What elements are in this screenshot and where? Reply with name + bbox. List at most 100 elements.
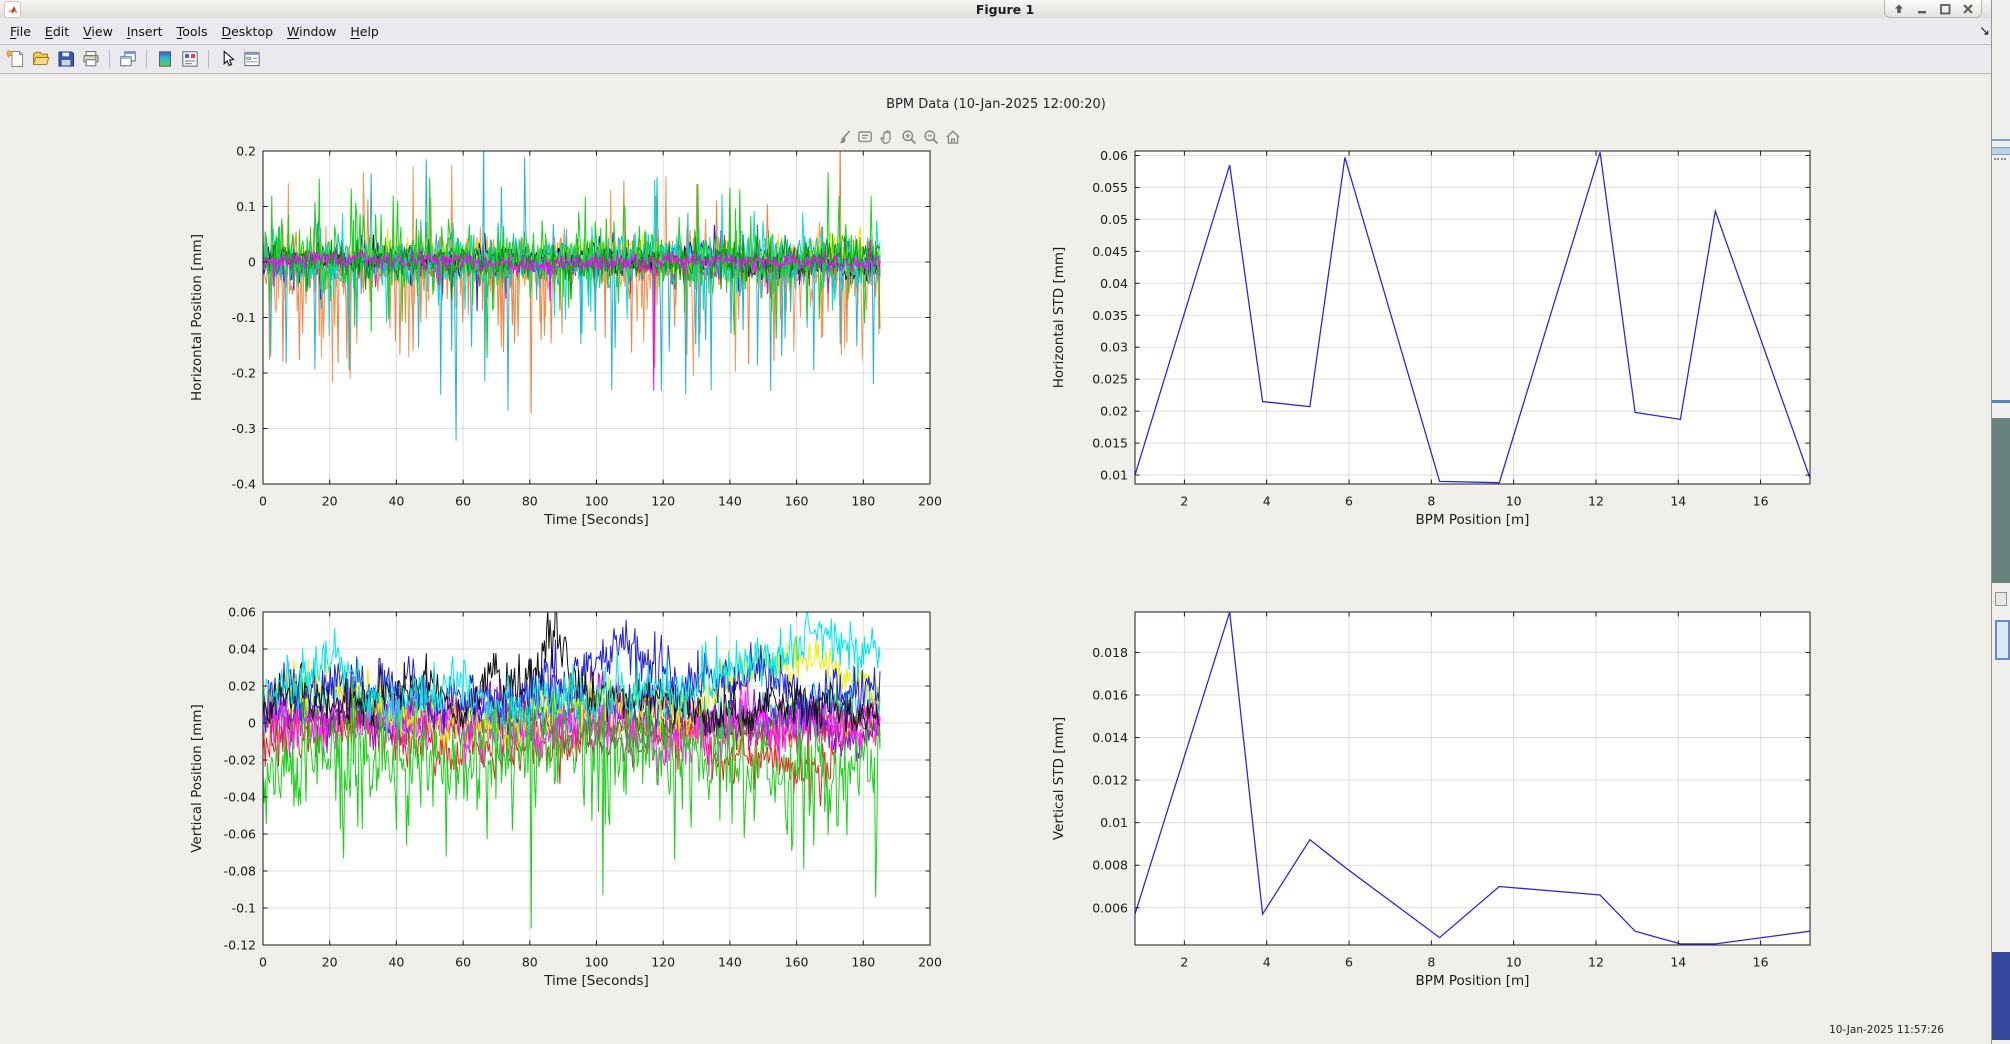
- y-tick-label: 0.025: [1092, 372, 1128, 387]
- x-tick-label: 4: [1263, 955, 1271, 970]
- x-tick-label: 180: [851, 955, 875, 970]
- y-tick-label: 0.014: [1092, 730, 1128, 745]
- x-tick-label: 20: [322, 494, 338, 509]
- menu-item-desktop[interactable]: Desktop: [214, 21, 280, 42]
- vertical-std-ylabel: Vertical STD [mm]: [1051, 717, 1067, 840]
- window-dock-figure-button[interactable]: [1891, 2, 1906, 15]
- axes-toolbar-zoom-out-icon[interactable]: [921, 127, 940, 146]
- y-tick-label: -0.04: [224, 790, 256, 805]
- y-tick-label: 0.01: [1100, 468, 1128, 483]
- horizontal-std-xlabel: BPM Position [m]: [1416, 512, 1530, 528]
- horizontal-position-xlabel: Time [Seconds]: [543, 512, 649, 528]
- x-tick-label: 200: [918, 955, 942, 970]
- y-tick-label: -0.08: [224, 864, 256, 879]
- axes-toolbar-zoom-in-icon[interactable]: [899, 127, 918, 146]
- x-tick-label: 4: [1263, 494, 1271, 509]
- y-tick-label: 0.045: [1092, 244, 1128, 259]
- x-tick-label: 120: [651, 955, 675, 970]
- background-window-fragment: [1995, 620, 2010, 660]
- menu-item-file[interactable]: File: [3, 21, 38, 42]
- y-tick-label: 0.015: [1092, 436, 1128, 451]
- y-tick-label: -0.1: [232, 310, 256, 325]
- y-tick-label: 0.055: [1092, 180, 1128, 195]
- toolbar-separator: [109, 50, 110, 68]
- x-tick-label: 16: [1753, 494, 1769, 509]
- vertical-position-xlabel: Time [Seconds]: [543, 973, 649, 989]
- vertical-position-ylabel: Vertical Position [mm]: [189, 704, 205, 853]
- axes-toolbar: [833, 127, 962, 146]
- y-tick-label: 0.006: [1092, 900, 1128, 915]
- y-tick-label: 0.2: [236, 144, 256, 159]
- axes-toolbar-restore-view-icon[interactable]: [943, 127, 962, 146]
- figure-canvas: BPM Data (10-Jan-2025 12:00:20) 02040608…: [0, 75, 1992, 1044]
- window-maximize-button[interactable]: [1937, 2, 1952, 15]
- y-tick-label: 0.1: [236, 199, 256, 214]
- y-tick-label: 0.05: [1100, 212, 1128, 227]
- y-tick-label: 0.018: [1092, 645, 1128, 660]
- toolbar-plot-browser-button[interactable]: [241, 48, 263, 70]
- x-tick-label: 160: [785, 494, 809, 509]
- vertical-std-xlabel: BPM Position [m]: [1416, 973, 1530, 989]
- background-window-fragment: [1992, 400, 2010, 403]
- toolbar-print-figure-button[interactable]: [80, 48, 102, 70]
- menu-item-view[interactable]: View: [76, 21, 120, 42]
- y-tick-label: 0.04: [228, 642, 256, 657]
- y-tick-label: 0.035: [1092, 308, 1128, 323]
- axes-toolbar-pan-icon[interactable]: [877, 127, 896, 146]
- horizontal-position-ylabel: Horizontal Position [mm]: [189, 234, 205, 401]
- x-tick-label: 60: [455, 494, 471, 509]
- x-tick-label: 16: [1753, 955, 1769, 970]
- menu-item-insert[interactable]: Insert: [120, 21, 170, 42]
- status-timestamp: 10-Jan-2025 11:57:26: [1829, 1024, 1944, 1036]
- axes-toolbar-datatip-icon[interactable]: [855, 127, 874, 146]
- y-tick-label: 0.02: [228, 679, 256, 694]
- y-tick-label: -0.1: [232, 901, 256, 916]
- title-bar[interactable]: Figure 1: [0, 0, 2010, 19]
- x-tick-label: 10: [1506, 955, 1522, 970]
- x-tick-label: 100: [585, 494, 609, 509]
- toolbar-duplicate-figure-button[interactable]: [117, 48, 139, 70]
- y-tick-label: 0.02: [1100, 404, 1128, 419]
- toolbar-property-editor-button[interactable]: [179, 48, 201, 70]
- x-tick-label: 20: [322, 955, 338, 970]
- x-tick-label: 14: [1670, 955, 1686, 970]
- y-tick-label: 0.06: [1100, 148, 1128, 163]
- menu-item-help[interactable]: Help: [343, 21, 386, 42]
- x-tick-label: 8: [1427, 955, 1435, 970]
- axes-toolbar-brush-icon[interactable]: [833, 127, 852, 146]
- y-tick-label: 0.04: [1100, 276, 1128, 291]
- background-window-edge: [1991, 0, 2010, 1044]
- window-close-button[interactable]: [1960, 2, 1975, 15]
- chart-vertical-std: 2468101214160.0060.0080.010.0120.0140.01…: [1030, 600, 1840, 1015]
- window-minimize-button[interactable]: [1914, 2, 1929, 15]
- background-window-fragment: [1994, 158, 2006, 160]
- horizontal-std-ylabel: Horizontal STD [mm]: [1051, 247, 1067, 389]
- x-tick-label: 100: [585, 955, 609, 970]
- chart-horizontal-position: 020406080100120140160180200-0.4-0.3-0.2-…: [165, 139, 960, 554]
- background-window-fragment: [1992, 418, 2010, 583]
- chart-horizontal-std: 2468101214160.010.0150.020.0250.030.0350…: [1030, 139, 1840, 554]
- y-tick-label: 0.016: [1092, 687, 1128, 702]
- toolbar-edit-plot-button[interactable]: [216, 48, 238, 70]
- menu-item-window[interactable]: Window: [280, 21, 343, 42]
- figure-toolbar: [0, 45, 2010, 73]
- figure-window: Figure 1 FileEditViewInsertToolsDesktopW…: [0, 0, 2010, 1044]
- x-tick-label: 2: [1180, 955, 1188, 970]
- chart-vertical-position: 020406080100120140160180200-0.12-0.1-0.0…: [165, 600, 960, 1015]
- y-tick-label: 0.012: [1092, 773, 1128, 788]
- x-tick-label: 140: [718, 955, 742, 970]
- background-window-fragment: [1995, 592, 2007, 606]
- background-window-fragment: [1992, 147, 2010, 155]
- x-tick-label: 180: [851, 494, 875, 509]
- toolbar-new-figure-button[interactable]: [5, 48, 27, 70]
- menu-item-tools[interactable]: Tools: [170, 21, 215, 42]
- toolbar-separator: [208, 50, 209, 68]
- x-tick-label: 12: [1588, 494, 1604, 509]
- y-tick-label: 0.03: [1100, 340, 1128, 355]
- dock-corner-arrow-icon[interactable]: ↘: [1979, 24, 1990, 39]
- toolbar-open-file-button[interactable]: [30, 48, 52, 70]
- background-window-fragment: [1992, 139, 2010, 141]
- toolbar-save-figure-button[interactable]: [55, 48, 77, 70]
- toolbar-colormap-editor-button[interactable]: [154, 48, 176, 70]
- menu-item-edit[interactable]: Edit: [38, 21, 76, 42]
